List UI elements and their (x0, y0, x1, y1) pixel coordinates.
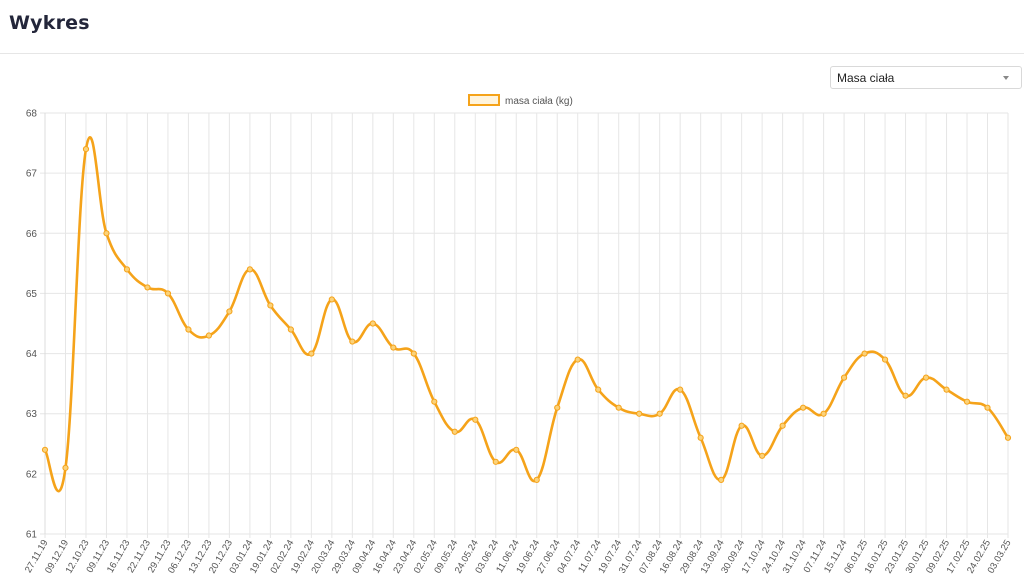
y-tick-label: 66 (26, 229, 38, 240)
data-point (246, 266, 253, 273)
page-title: Wykres (9, 12, 90, 34)
data-point (574, 356, 581, 363)
data-point (636, 410, 643, 417)
y-tick-label: 67 (26, 169, 38, 180)
data-point (287, 326, 294, 333)
data-point (492, 458, 499, 465)
data-point (472, 416, 479, 423)
data-point (103, 230, 110, 237)
data-point (677, 386, 684, 393)
data-point (513, 446, 520, 453)
data-point (205, 332, 213, 339)
y-tick-label: 64 (26, 349, 38, 360)
data-point (369, 320, 376, 327)
y-tick-label: 62 (26, 469, 38, 480)
data-point (738, 422, 745, 429)
data-point (123, 266, 131, 273)
data-point (533, 476, 540, 483)
data-point (308, 350, 315, 357)
data-point (185, 326, 192, 333)
data-point (779, 422, 786, 429)
data-point (164, 290, 172, 297)
series-select-value: Masa ciała (837, 71, 895, 85)
data-point (554, 404, 561, 411)
chevron-down-icon (1003, 76, 1009, 80)
data-point (144, 284, 151, 291)
data-point (390, 344, 397, 351)
header-divider (0, 53, 1024, 54)
data-point (759, 452, 766, 459)
data-point (41, 446, 49, 453)
data-point (820, 410, 827, 417)
data-point (615, 404, 622, 411)
data-point (718, 476, 725, 483)
data-point (963, 398, 971, 405)
y-tick-label: 68 (26, 109, 38, 120)
data-point (861, 350, 868, 357)
y-tick-label: 61 (26, 530, 38, 541)
legend-label: masa ciała (kg) (505, 96, 573, 107)
data-point (943, 386, 950, 393)
data-point (349, 338, 356, 345)
legend-swatch (468, 94, 500, 106)
data-point (82, 145, 90, 153)
data-point (267, 302, 274, 309)
data-point (800, 404, 807, 411)
data-point (697, 434, 704, 441)
data-point (656, 410, 663, 417)
series-select[interactable]: Masa ciała (830, 66, 1022, 89)
data-point (451, 428, 458, 435)
data-point (410, 350, 417, 357)
data-point (595, 386, 602, 393)
data-point (984, 404, 991, 411)
data-point (62, 464, 69, 471)
data-point (922, 374, 930, 381)
data-point (431, 398, 438, 405)
data-point (840, 374, 848, 381)
y-tick-label: 65 (26, 289, 38, 300)
data-point (902, 392, 909, 399)
data-point (881, 356, 889, 363)
data-point (1004, 434, 1012, 441)
data-point (328, 296, 335, 303)
y-tick-label: 63 (26, 409, 38, 420)
series-line (43, 136, 1010, 493)
data-point (226, 308, 233, 315)
